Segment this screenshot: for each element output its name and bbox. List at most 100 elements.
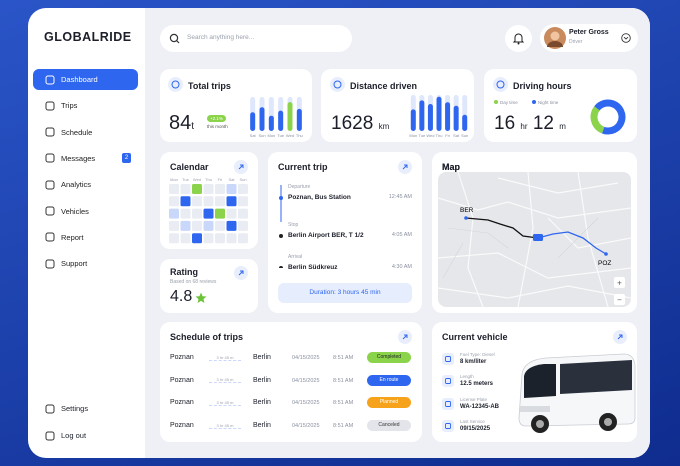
notifications-button[interactable] (505, 25, 532, 52)
open-button[interactable] (398, 160, 412, 174)
x-tick-label: Sun (461, 133, 468, 138)
bar (453, 105, 459, 131)
search-icon (169, 33, 180, 44)
bar (268, 115, 274, 131)
open-button[interactable] (613, 330, 627, 344)
arrow-icon (402, 334, 408, 340)
menu-item[interactable]: Report (33, 227, 138, 248)
stop-time: 4:30 AM (391, 264, 412, 270)
calendar-day (238, 220, 248, 231)
icon-shape (45, 101, 55, 111)
calendar-day (192, 233, 202, 244)
spec-label: License Plate (460, 396, 488, 402)
unit: t (191, 121, 195, 132)
change-note: this month (207, 124, 228, 129)
calendar-day (192, 208, 202, 219)
calendar-day (180, 184, 191, 194)
zoom-out[interactable] (614, 294, 625, 305)
calendar-day (203, 208, 214, 219)
search-box[interactable]: Search anything here... (160, 25, 352, 52)
bar (278, 110, 284, 131)
card-icon (493, 77, 508, 92)
value: 84 (169, 112, 192, 134)
card-title: Rating (170, 267, 198, 277)
menu-item[interactable]: Analytics (33, 174, 138, 195)
menu-icon (45, 431, 55, 440)
x-tick-label: Sun (258, 133, 265, 138)
bell-icon (513, 33, 524, 45)
menu-item[interactable]: Vehicles (33, 201, 138, 222)
stop-place: Berlin Airport BER, T 1/2 (288, 232, 364, 239)
map-label: POZ (598, 260, 611, 267)
app-frame: GLOBALRIDE Dashboard Trips Schedule Message… (28, 8, 650, 458)
arrow-icon (238, 164, 244, 170)
status-pill: Planned (367, 397, 411, 409)
card-title: Distance driven (350, 81, 418, 91)
icon-bg (442, 419, 454, 432)
menu-item[interactable]: Support (33, 253, 138, 274)
spec-value: WA-12345-AB (460, 403, 500, 410)
minutes-unit: m (559, 122, 566, 131)
stop-time: 4:05 AM (391, 232, 412, 238)
map-label: BER (460, 207, 474, 214)
spec-label: Fuel Type: Diesel (460, 352, 495, 357)
user-name: Peter Gross (569, 29, 609, 36)
total-trips-value: 84t (169, 112, 194, 135)
menu-item[interactable]: Log out (33, 425, 138, 446)
driving-hours-card: Driving hours 16 hr 12 m Day time Night t… (484, 69, 637, 142)
bar (419, 100, 425, 131)
value: 1628 (331, 113, 374, 134)
open-button[interactable] (398, 330, 412, 344)
calendar-day (238, 184, 248, 194)
zoom-in[interactable] (614, 277, 625, 288)
card-title: Calendar (170, 162, 209, 172)
minutes: 12 (532, 113, 554, 134)
open-button[interactable] (234, 160, 248, 174)
bus-image (518, 353, 636, 433)
spec-value: 09/15/2025 (460, 425, 491, 432)
schedule-card: Schedule of trips Poznan 3 hr 45 m Berlin 0… (160, 322, 422, 442)
logo: GLOBALRIDE (44, 30, 132, 44)
from-city: Poznan (170, 376, 194, 384)
spec-icon (442, 397, 454, 410)
duration-button[interactable]: Duration: 3 hours 45 min (278, 283, 412, 303)
timeline-dot (279, 196, 283, 200)
menu-icon (45, 232, 55, 242)
calendar-day (238, 208, 248, 219)
bar (296, 108, 302, 131)
stop-time: 12:45 AM (388, 194, 412, 200)
user-role: Driver (569, 39, 583, 45)
to-city: Berlin (253, 354, 271, 361)
menu-item[interactable]: Trips (33, 95, 138, 116)
menu-item[interactable]: Schedule (33, 122, 138, 143)
bar (436, 96, 442, 131)
calendar-day (180, 233, 191, 244)
weekday-label: Tue (182, 177, 189, 182)
icon-bg (442, 397, 454, 410)
icon-shape (45, 259, 55, 269)
weekday-label: Mon (170, 177, 178, 182)
stop-place: Poznan, Bus Station (288, 194, 351, 201)
menu-item[interactable]: Dashboard (33, 69, 138, 90)
icon-bg (168, 77, 183, 92)
stop-label: Stop (288, 222, 299, 228)
open-button[interactable] (234, 266, 248, 280)
from-city: Poznan (170, 354, 194, 361)
calendar-day (180, 208, 191, 219)
weekday-label: Wed (192, 177, 202, 182)
trip-time: 8:51 AM (333, 355, 354, 361)
trip-date: 04/15/2025 (292, 377, 320, 384)
user-profile[interactable]: Peter Gross Driver (540, 24, 638, 52)
menu-item[interactable]: Messages 2 (33, 148, 138, 169)
menu-label: Messages (61, 153, 96, 163)
card-title: Driving hours (513, 81, 572, 91)
trip-duration: 3 hr 45 m (209, 355, 241, 361)
spec-value: 12.5 meters (460, 381, 494, 388)
trip-duration: 3 hr 45 m (209, 377, 241, 384)
menu-item[interactable]: Settings (33, 398, 138, 419)
hours: 16 (494, 113, 516, 134)
menu-label: Dashboard (61, 75, 98, 84)
x-tick-label: Wed (286, 133, 294, 138)
legend-dot (494, 100, 498, 104)
